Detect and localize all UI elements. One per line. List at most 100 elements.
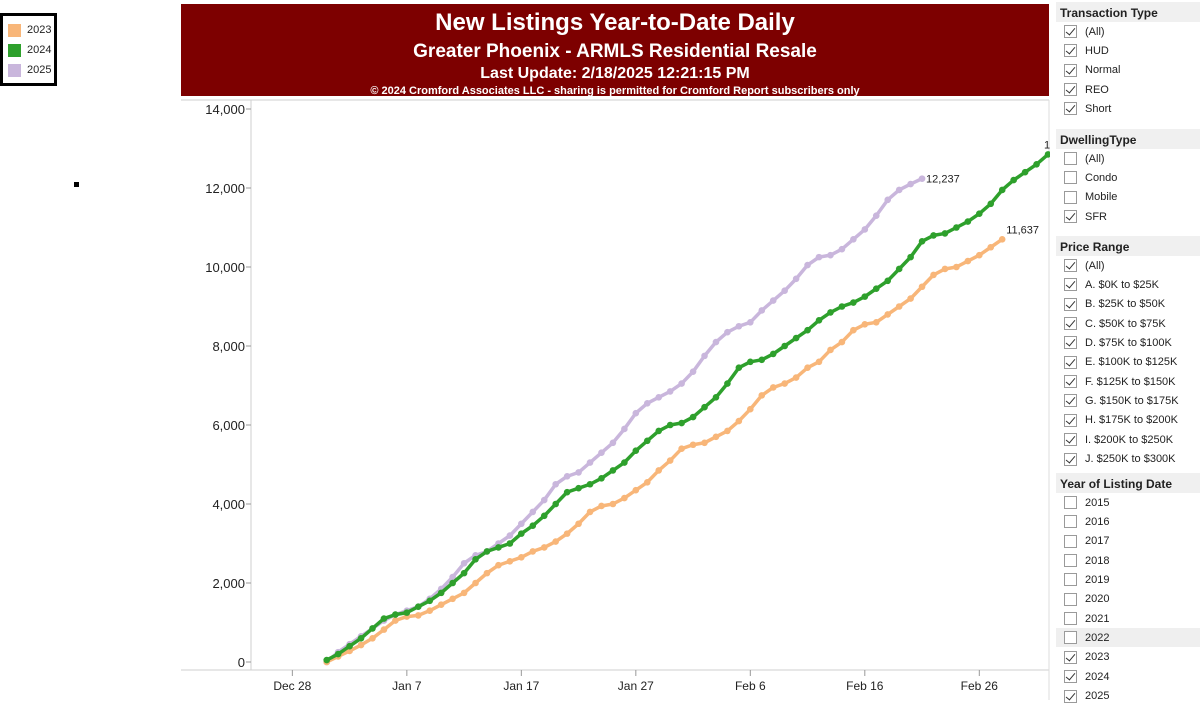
data-point-2025[interactable] — [918, 175, 926, 182]
filter-option[interactable]: 2022 — [1056, 628, 1200, 648]
data-point-2025[interactable] — [540, 496, 548, 504]
data-point-2025[interactable] — [586, 459, 594, 466]
filter-option[interactable]: 2015 — [1056, 493, 1200, 512]
data-point-2023[interactable] — [941, 265, 949, 273]
checkbox-checked[interactable] — [1064, 25, 1077, 38]
data-point-2023[interactable] — [895, 303, 903, 310]
data-point-2023[interactable] — [529, 548, 537, 555]
data-point-2024[interactable] — [872, 285, 880, 293]
data-point-2023[interactable] — [735, 417, 743, 425]
data-point-2025[interactable] — [895, 186, 903, 194]
data-point-2024[interactable] — [792, 334, 800, 342]
data-point-2023[interactable] — [632, 486, 640, 494]
data-point-2024[interactable] — [1021, 168, 1029, 176]
data-point-2024[interactable] — [976, 210, 983, 217]
data-point-2024[interactable] — [747, 358, 754, 366]
data-point-2024[interactable] — [827, 309, 834, 316]
data-point-2024[interactable] — [449, 579, 456, 587]
data-point-2025[interactable] — [838, 245, 846, 253]
data-point-2024[interactable] — [895, 265, 903, 273]
data-point-2023[interactable] — [827, 346, 834, 354]
filter-option[interactable]: A. $0K to $25K — [1056, 275, 1200, 294]
filter-option[interactable]: F. $125K to $150K — [1056, 372, 1200, 391]
checkbox-checked[interactable] — [1064, 689, 1077, 703]
checkbox-unchecked[interactable] — [1064, 592, 1077, 606]
filter-option[interactable]: 2018 — [1056, 551, 1200, 570]
data-point-2023[interactable] — [518, 554, 525, 561]
data-point-2024[interactable] — [861, 293, 869, 300]
data-point-2023[interactable] — [483, 569, 491, 577]
legend-item-2023[interactable]: 2023 — [8, 23, 51, 37]
data-point-2023[interactable] — [598, 502, 605, 510]
data-point-2023[interactable] — [414, 612, 422, 619]
data-point-2023[interactable] — [987, 243, 995, 251]
checkbox-checked[interactable] — [1064, 375, 1077, 389]
data-point-2025[interactable] — [655, 394, 663, 401]
data-point-2024[interactable] — [941, 230, 949, 237]
data-point-2023[interactable] — [426, 607, 434, 614]
data-point-2025[interactable] — [701, 352, 708, 360]
data-point-2024[interactable] — [369, 625, 376, 632]
checkbox-checked[interactable] — [1064, 355, 1077, 369]
data-point-2025[interactable] — [643, 399, 651, 407]
data-point-2025[interactable] — [552, 480, 559, 488]
checkbox-checked[interactable] — [1064, 413, 1077, 427]
data-point-2024[interactable] — [552, 500, 559, 508]
data-point-2023[interactable] — [758, 392, 766, 399]
filter-option[interactable]: 2024 — [1056, 667, 1200, 686]
data-point-2025[interactable] — [850, 236, 857, 243]
data-point-2025[interactable] — [735, 322, 743, 330]
data-point-2025[interactable] — [792, 275, 800, 283]
filter-option[interactable]: REO — [1056, 80, 1200, 99]
data-point-2023[interactable] — [552, 538, 559, 545]
checkbox-checked[interactable] — [1064, 650, 1077, 664]
data-point-2023[interactable] — [838, 338, 846, 346]
data-point-2024[interactable] — [472, 556, 479, 563]
checkbox-unchecked[interactable] — [1064, 631, 1077, 645]
data-point-2025[interactable] — [598, 449, 605, 456]
data-point-2023[interactable] — [609, 500, 617, 508]
checkbox-unchecked[interactable] — [1064, 573, 1077, 587]
data-point-2024[interactable] — [953, 224, 960, 231]
data-point-2023[interactable] — [781, 380, 788, 387]
data-point-2023[interactable] — [964, 257, 972, 265]
data-point-2024[interactable] — [907, 253, 914, 261]
data-point-2024[interactable] — [380, 615, 388, 622]
data-point-2025[interactable] — [632, 409, 640, 417]
data-point-2023[interactable] — [724, 427, 731, 435]
data-point-2024[interactable] — [815, 317, 823, 324]
data-point-2024[interactable] — [918, 238, 926, 245]
data-point-2024[interactable] — [357, 635, 365, 642]
checkbox-unchecked[interactable] — [1064, 534, 1077, 548]
data-point-2024[interactable] — [1044, 151, 1050, 158]
data-point-2025[interactable] — [907, 180, 914, 188]
checkbox-checked[interactable] — [1064, 63, 1077, 77]
data-point-2023[interactable] — [575, 520, 582, 528]
data-point-2024[interactable] — [506, 540, 514, 547]
data-point-2023[interactable] — [437, 601, 445, 609]
data-point-2024[interactable] — [701, 403, 708, 411]
data-point-2025[interactable] — [781, 287, 788, 295]
data-point-2024[interactable] — [643, 437, 651, 445]
data-point-2024[interactable] — [666, 421, 674, 429]
data-point-2025[interactable] — [529, 508, 537, 516]
data-point-2024[interactable] — [724, 380, 731, 387]
filter-option[interactable]: HUD — [1056, 41, 1200, 60]
data-point-2023[interactable] — [586, 508, 594, 516]
checkbox-checked[interactable] — [1064, 670, 1077, 684]
data-point-2024[interactable] — [964, 218, 972, 225]
data-point-2025[interactable] — [666, 388, 674, 395]
filter-option[interactable]: C. $50K to $75K — [1056, 314, 1200, 333]
data-point-2024[interactable] — [586, 480, 594, 488]
data-point-2023[interactable] — [918, 283, 926, 291]
data-point-2024[interactable] — [987, 200, 995, 208]
filter-option[interactable]: Mobile — [1056, 188, 1200, 207]
data-point-2025[interactable] — [827, 251, 834, 259]
data-point-2024[interactable] — [712, 394, 720, 401]
data-point-2025[interactable] — [872, 212, 880, 219]
filter-option[interactable]: 2019 — [1056, 570, 1200, 589]
checkbox-checked[interactable] — [1064, 433, 1077, 447]
data-point-2023[interactable] — [689, 441, 697, 449]
filter-option[interactable]: 2023 — [1056, 648, 1200, 667]
data-point-2023[interactable] — [621, 494, 628, 502]
